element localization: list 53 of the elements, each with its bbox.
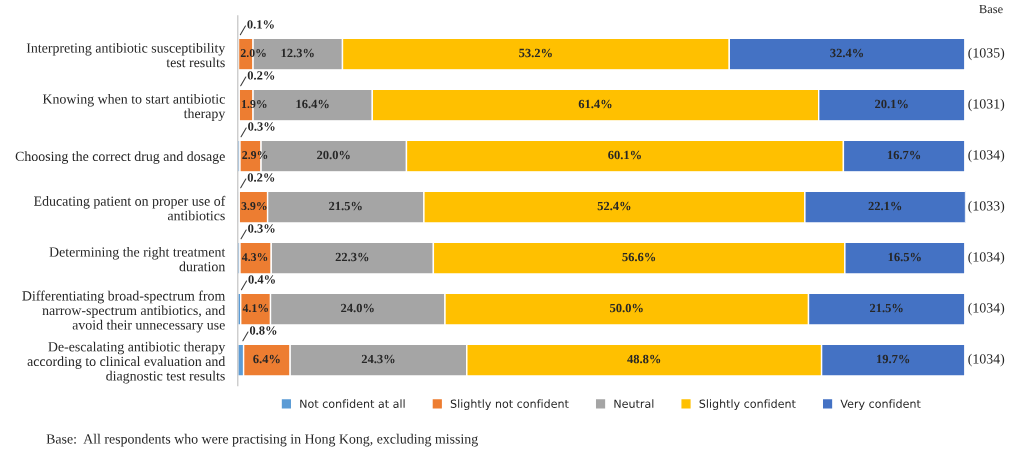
data-label: 12.3% [281,48,314,58]
y-tick-label: Choosing the correct drug and dosage [15,151,225,164]
data-label: 6.4% [253,354,280,364]
text: (1035) [968,47,1005,61]
data-label: 16.5% [888,252,921,262]
text: (1031) [968,98,1005,112]
data-label: 20.1% [875,99,908,109]
legend-label: Slightly confident [699,399,796,411]
data-label: 20.0% [317,150,350,160]
y-tick-label: De-escalating antibiotic therapy according to clinical evaluation and diagnostic test results [27,341,226,384]
data-label: 60.1% [608,150,641,160]
data-label: 48.8% [627,354,661,364]
text: (1034) [968,149,1005,163]
data-label: 0.2% [247,173,275,182]
data-label: 24.0% [341,303,374,313]
data-label: 24.3% [361,354,395,364]
data-label: 50.0% [610,303,643,313]
data-label: 0.8% [249,326,277,335]
data-label: 52.4% [597,201,631,211]
legend-label: Not confident at all [300,399,405,408]
data-label: 0.3% [248,122,275,131]
data-label: 0.4% [248,275,275,284]
data-label: 0.3% [248,224,275,233]
text: Base: All respondents who were practising in Hong Kong, excluding missing [46,433,478,447]
data-label: 19.7% [877,354,910,364]
data-label: 3.9% [241,202,267,211]
data-label: 32.4% [830,48,864,58]
data-label: 0.2% [247,71,275,80]
legend-label: Slightly not confident [450,399,569,411]
data-label: 21.5% [329,201,362,211]
data-label: 4.3% [241,253,268,262]
data-label: 21.5% [870,303,903,313]
data-label: 16.7% [887,150,921,160]
text: (1033) [968,200,1005,214]
y-tick-label: Knowing when to start antibiotic therapy [42,93,226,122]
text: Base [979,4,1003,14]
data-label: 56.6% [622,252,656,262]
text: (1034) [968,353,1005,367]
text: (1034) [968,302,1005,316]
data-label: 0.1% [247,20,274,29]
y-tick-label: Interpreting antibiotic susceptibility test results [26,42,226,68]
data-label: 22.1% [868,201,902,211]
data-label: 61.4% [578,99,612,109]
y-tick-label: Determining the right treatment duration [49,246,226,272]
data-label: 16.4% [296,99,329,109]
legend-label: Neutral [614,399,654,408]
y-tick-label: Differentiating broad-spectrum from narrow-spectrum antibiotics, and avoid their unnecessary use [22,290,226,333]
data-label: 53.2% [519,48,552,58]
text: (1034) [968,251,1005,265]
legend-label: Very confident [840,399,921,411]
data-label: 22.3% [335,252,369,262]
y-tick-label: Educating patient on proper use of antibiotics [34,195,226,221]
data-label: 4.1% [242,304,268,313]
